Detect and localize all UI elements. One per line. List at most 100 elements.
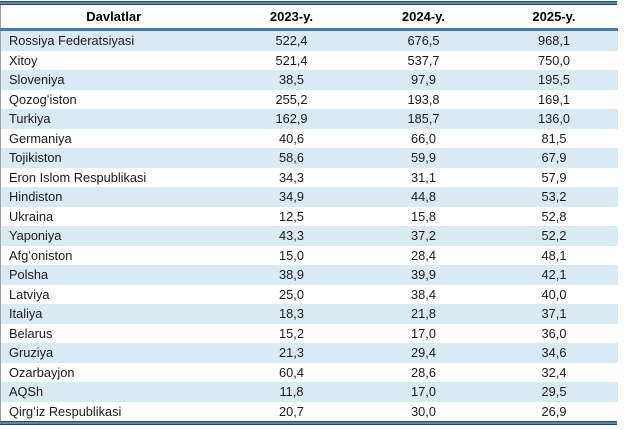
value-cell: 37,2 — [411, 228, 436, 243]
table-row: Latviya 25,0 38,4 40,0 — [0, 284, 618, 304]
country-cell: Qozogʻiston — [9, 91, 77, 107]
value-cell: 36,0 — [541, 325, 567, 341]
value-cell: 53,2 — [541, 189, 567, 204]
table-row: Ozarbayjon 60,4 28,6 32,4 — [0, 362, 618, 382]
value-cell: 43,3 — [279, 228, 304, 243]
table-row: Xitoy 521,4 537,7 750,0 — [0, 50, 618, 70]
value-cell: 40,0 — [541, 286, 567, 302]
country-cell: Eron Islom Respublikasi — [9, 169, 147, 185]
value-cell: 30,0 — [411, 403, 436, 419]
value-cell: 67,9 — [541, 150, 567, 165]
col-header-2025: 2025-y. — [490, 5, 618, 30]
country-cell: Latviya — [9, 286, 50, 302]
value-cell: 169,1 — [537, 91, 571, 107]
value-cell: 521,4 — [275, 52, 308, 68]
value-cell: 750,0 — [537, 52, 571, 68]
table-bottom-border — [0, 421, 617, 425]
country-cell: Qirgʻiz Respublikasi — [9, 403, 122, 419]
value-cell: 39,9 — [411, 267, 436, 282]
value-cell: 15,2 — [279, 325, 304, 341]
value-cell: 58,6 — [279, 150, 304, 165]
value-cell: 537,7 — [407, 52, 440, 68]
value-cell: 21,8 — [411, 306, 436, 321]
country-cell: Ozarbayjon — [9, 364, 75, 380]
country-cell: Tojikiston — [9, 150, 62, 165]
value-cell: 12,5 — [279, 208, 304, 224]
country-cell: Ukraina — [9, 208, 54, 224]
value-cell: 40,6 — [279, 130, 304, 146]
value-cell: 34,3 — [279, 169, 304, 185]
table-row: AQSh 11,8 17,0 29,5 — [0, 382, 618, 402]
value-cell: 28,6 — [411, 364, 436, 380]
country-cell: Polsha — [9, 267, 49, 282]
col-header-2023: 2023-y. — [226, 5, 357, 30]
value-cell: 38,5 — [279, 72, 304, 87]
table-body: Rossiya Federatsiyasi 522,4 676,5 968,1 Xito… — [0, 29, 618, 421]
value-cell: 48,1 — [541, 247, 567, 263]
table-row: Italiya 18,3 21,8 37,1 — [0, 304, 618, 324]
col-header-countries: Davlatlar — [0, 5, 227, 30]
country-cell: AQSh — [9, 384, 44, 399]
value-cell: 17,0 — [411, 325, 436, 341]
table-row: Afgʻoniston 15,0 28,4 48,1 — [0, 245, 618, 265]
value-cell: 52,2 — [541, 228, 567, 243]
country-cell: Italiya — [9, 306, 43, 321]
value-cell: 18,3 — [279, 306, 304, 321]
value-cell: 81,5 — [541, 130, 567, 146]
table-row: Polsha 38,9 39,9 42,1 — [0, 265, 618, 285]
value-cell: 38,4 — [411, 286, 436, 302]
country-cell: Hindiston — [9, 189, 63, 204]
value-cell: 136,0 — [537, 111, 571, 126]
value-cell: 20,7 — [279, 403, 304, 419]
country-cell: Afgʻoniston — [9, 247, 73, 263]
value-cell: 676,5 — [407, 33, 440, 48]
value-cell: 38,9 — [279, 267, 304, 282]
table-row: Yaponiya 43,3 37,2 52,2 — [0, 226, 618, 246]
value-cell: 31,1 — [411, 169, 436, 185]
value-cell: 32,4 — [541, 364, 567, 380]
value-cell: 21,3 — [279, 345, 304, 360]
value-cell: 255,2 — [275, 91, 308, 107]
value-cell: 185,7 — [407, 111, 440, 126]
country-cell: Yaponiya — [9, 228, 62, 243]
table-top-border — [0, 1, 617, 5]
table-row: Germaniya 40,6 66,0 81,5 — [0, 128, 618, 148]
table-row: Tojikiston 58,6 59,9 67,9 — [0, 148, 618, 168]
value-cell: 195,5 — [537, 72, 571, 87]
table-row: Turkiya 162,9 185,7 136,0 — [0, 109, 618, 129]
table-row: Sloveniya 38,5 97,9 195,5 — [0, 70, 618, 90]
value-cell: 17,0 — [411, 384, 436, 399]
country-cell: Germaniya — [9, 130, 72, 146]
col-header-2024: 2024-y. — [356, 5, 491, 30]
table-row: Ukraina 12,5 15,8 52,8 — [0, 206, 618, 226]
table-row: Hindiston 34,9 44,8 53,2 — [0, 187, 618, 207]
value-cell: 26,9 — [541, 403, 567, 419]
country-cell: Belarus — [9, 325, 53, 341]
value-cell: 34,6 — [541, 345, 567, 360]
value-cell: 968,1 — [537, 33, 571, 48]
value-cell: 11,8 — [279, 384, 304, 399]
value-cell: 42,1 — [541, 267, 567, 282]
value-cell: 15,0 — [279, 247, 304, 263]
value-cell: 29,4 — [411, 345, 436, 360]
table-row: Rossiya Federatsiyasi 522,4 676,5 968,1 — [0, 29, 618, 51]
value-cell: 34,9 — [279, 189, 304, 204]
table-row: Gruziya 21,3 29,4 34,6 — [0, 343, 618, 363]
value-cell: 37,1 — [541, 306, 567, 321]
table-row: Qozogʻiston 255,2 193,8 169,1 — [0, 89, 618, 109]
value-cell: 60,4 — [279, 364, 304, 380]
value-cell: 44,8 — [411, 189, 436, 204]
countries-table: Davlatlar 2023-y. 2024-y. 2025-y. Rossiy… — [0, 5, 618, 421]
country-cell: Rossiya Federatsiyasi — [9, 33, 135, 48]
table-row: Belarus 15,2 17,0 36,0 — [0, 323, 618, 343]
value-cell: 59,9 — [411, 150, 436, 165]
table-row: Eron Islom Respublikasi 34,3 31,1 57,9 — [0, 167, 618, 187]
value-cell: 57,9 — [541, 169, 567, 185]
value-cell: 28,4 — [411, 247, 436, 263]
value-cell: 522,4 — [275, 33, 308, 48]
value-cell: 193,8 — [407, 91, 440, 107]
value-cell: 29,5 — [541, 384, 567, 399]
table-header: Davlatlar 2023-y. 2024-y. 2025-y. — [0, 5, 618, 30]
value-cell: 25,0 — [279, 286, 304, 302]
